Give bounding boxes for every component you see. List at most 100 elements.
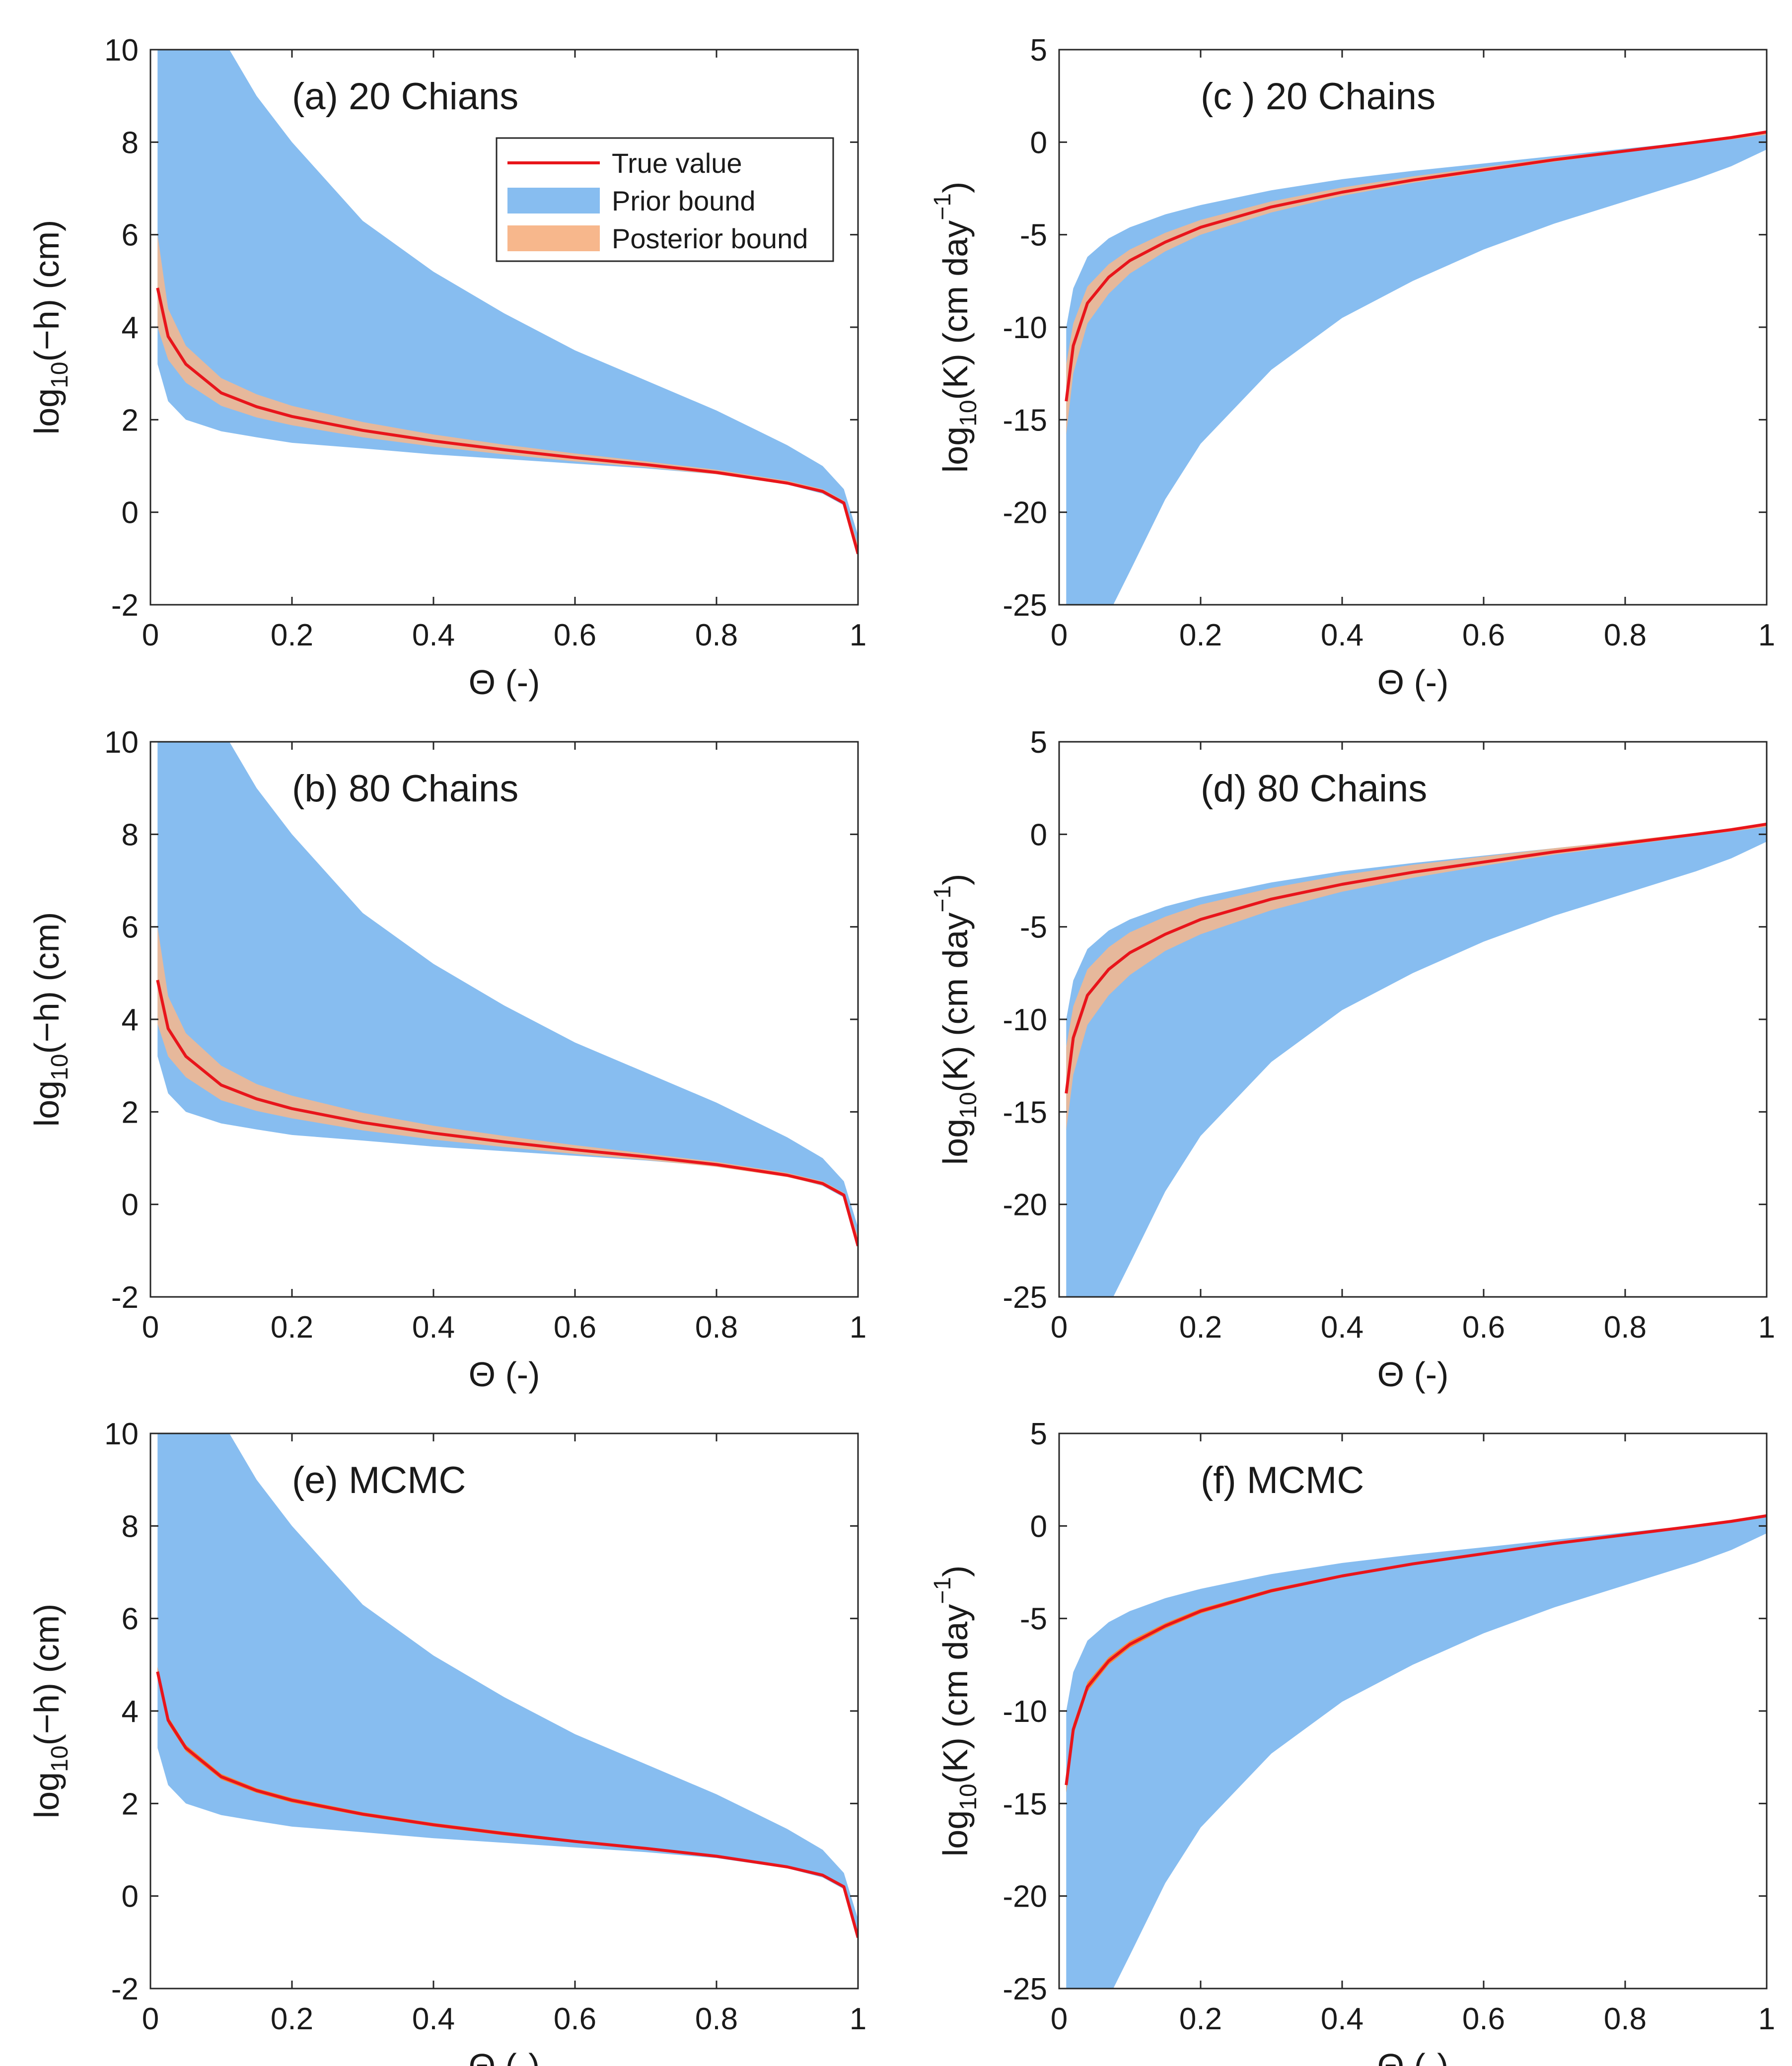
x-tick-label: 0.2 xyxy=(1179,618,1222,652)
x-tick-label: 0.4 xyxy=(412,1310,455,1345)
x-tick-label: 0 xyxy=(1051,618,1068,652)
plot-area-c xyxy=(1065,130,1767,605)
y-tick-label: -15 xyxy=(1003,1787,1047,1821)
x-tick-label: 0 xyxy=(142,618,159,652)
y-tick-label: -10 xyxy=(1003,1003,1047,1037)
y-label-subscript: 10 xyxy=(955,1092,982,1118)
x-tick-label: 0.8 xyxy=(695,618,738,652)
x-tick-label: 0.4 xyxy=(1321,2002,1363,2036)
x-tick-label: 0 xyxy=(142,2002,159,2036)
legend-swatch-prior-bound xyxy=(507,188,600,214)
y-tick-label: 8 xyxy=(122,1509,139,1544)
y-tick-label: 5 xyxy=(1030,33,1047,68)
y-tick-label: 6 xyxy=(122,218,139,253)
true-value-line xyxy=(156,980,858,1247)
panel-title: (c ) 20 Chains xyxy=(1201,75,1435,118)
x-tick-label: 1 xyxy=(850,2002,866,2036)
plot-area-e xyxy=(156,1433,858,1940)
x-tick-label: 0.6 xyxy=(554,1310,596,1345)
panel-title: (b) 80 Chains xyxy=(292,768,518,810)
legend: True value Prior bound Posterior bound xyxy=(496,137,834,262)
y-tick-label: 6 xyxy=(122,911,139,945)
x-tick-label: 0.8 xyxy=(1604,1310,1647,1345)
x-tick-label: 0.2 xyxy=(1179,1310,1222,1345)
x-axis-label: Θ (-) xyxy=(1377,1355,1449,1394)
y-tick-label: 2 xyxy=(122,1095,139,1130)
y-tick-label: -2 xyxy=(111,1281,139,1315)
y-label-subscript: 10 xyxy=(955,400,982,426)
x-tick-label: 0.4 xyxy=(412,618,455,652)
panel-title: (a) 20 Chians xyxy=(292,75,518,118)
legend-label-posterior-bound: Posterior bound xyxy=(612,223,808,254)
y-tick-label: 2 xyxy=(122,403,139,437)
y-tick-label: -10 xyxy=(1003,1695,1047,1729)
y-tick-label: 8 xyxy=(122,818,139,852)
true-value-line xyxy=(1065,1514,1767,1785)
prior-bound-band xyxy=(1066,133,1767,605)
x-tick-label: 0.2 xyxy=(1179,2002,1222,2036)
y-axis-label: log10(K) (cm day−1) xyxy=(930,1566,982,1857)
x-tick-label: 1 xyxy=(850,1310,866,1345)
prior-bound-band xyxy=(1066,1516,1767,1989)
y-tick-label: 10 xyxy=(104,725,139,760)
true-value-line xyxy=(1065,822,1767,1094)
y-tick-label: 10 xyxy=(104,33,139,68)
panel-title: (d) 80 Chains xyxy=(1201,768,1427,810)
prior-bound-band xyxy=(1066,825,1767,1297)
y-label-subscript: 10 xyxy=(47,1054,73,1080)
y-axis-label: log10(−h) (cm) xyxy=(27,1604,73,1819)
true-value-line xyxy=(156,1671,858,1938)
panel-c: 0 0.2 0.4 0.6 0.8 1 -25 -20 -15 -10 -5 0 5 Θ (-) log10… xyxy=(930,33,1775,702)
y-tick-label: 0 xyxy=(1030,1509,1047,1544)
x-tick-label: 0.6 xyxy=(1462,618,1505,652)
x-tick-label: 0.4 xyxy=(1321,618,1363,652)
true-value-line xyxy=(156,287,858,555)
x-tick-label: 0.6 xyxy=(554,618,596,652)
x-axis-label: Θ (-) xyxy=(469,2047,540,2066)
panel-title: (f) MCMC xyxy=(1201,1459,1364,1501)
y-tick-label: -10 xyxy=(1003,311,1047,345)
y-tick-label: 0 xyxy=(122,496,139,530)
plot-area-f xyxy=(1065,1514,1767,1989)
y-axis-label: log10(−h) (cm) xyxy=(27,912,73,1127)
y-tick-label: -25 xyxy=(1003,1281,1047,1315)
y-tick-label: -20 xyxy=(1003,1880,1047,1914)
x-tick-label: 0 xyxy=(1051,2002,1068,2036)
x-axis-label: Θ (-) xyxy=(1377,2047,1449,2066)
y-tick-label: 2 xyxy=(122,1787,139,1821)
y-tick-label: -5 xyxy=(1020,1602,1047,1637)
plot-area-a xyxy=(156,50,858,557)
y-tick-label: 4 xyxy=(122,1003,139,1037)
y-tick-label: 4 xyxy=(122,1695,139,1729)
y-tick-label: -25 xyxy=(1003,588,1047,623)
x-tick-label: 0.6 xyxy=(554,2002,596,2036)
y-label-superscript: −1 xyxy=(930,1577,956,1604)
x-tick-label: 0 xyxy=(142,1310,159,1345)
y-tick-label: 5 xyxy=(1030,1417,1047,1451)
legend-label-true-value: True value xyxy=(612,147,742,179)
y-tick-label: 0 xyxy=(1030,818,1047,852)
plot-area-d xyxy=(1065,822,1767,1297)
prior-bound-band xyxy=(157,1433,858,1938)
y-tick-label: 10 xyxy=(104,1417,139,1451)
y-label-superscript: −1 xyxy=(930,885,956,913)
x-tick-label: 1 xyxy=(1758,2002,1775,2036)
y-tick-label: 0 xyxy=(122,1188,139,1222)
y-axis-label: log10(−h) (cm) xyxy=(27,220,73,435)
x-tick-label: 0.8 xyxy=(1604,618,1647,652)
y-tick-label: -20 xyxy=(1003,1188,1047,1222)
x-tick-label: 0.8 xyxy=(695,2002,738,2036)
x-tick-label: 1 xyxy=(1758,1310,1775,1345)
x-tick-label: 0.2 xyxy=(271,618,313,652)
y-tick-label: 0 xyxy=(1030,126,1047,160)
y-tick-label: -20 xyxy=(1003,496,1047,530)
y-label-subscript: 10 xyxy=(47,1746,73,1772)
x-tick-label: 0.8 xyxy=(695,1310,738,1345)
x-tick-label: 0.2 xyxy=(271,2002,313,2036)
y-axis-label: log10(K) (cm day−1) xyxy=(930,874,982,1165)
panel-title: (e) MCMC xyxy=(292,1459,466,1501)
